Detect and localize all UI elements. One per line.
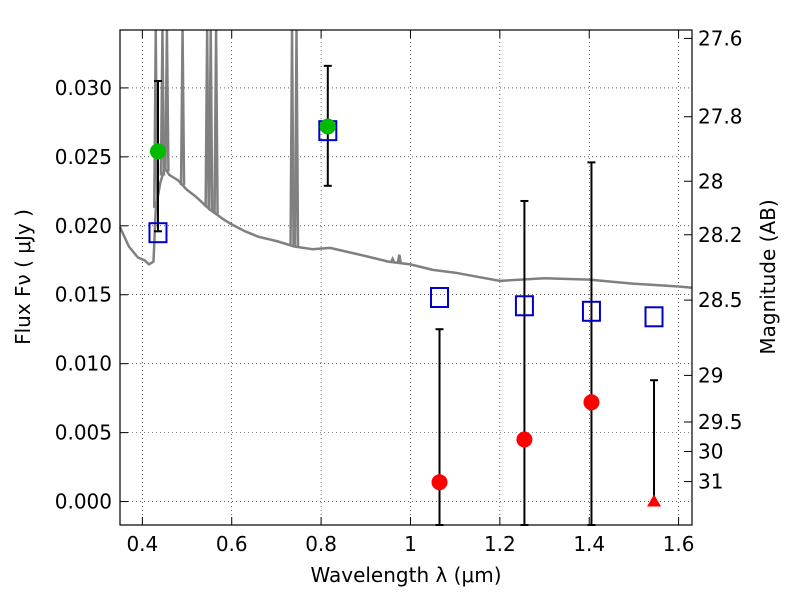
x-tick-label: 1: [404, 532, 417, 556]
y-tick-label: 0.000: [55, 490, 112, 514]
spectrum-line: [153, 29, 159, 208]
spectrum-line: [389, 255, 396, 263]
plot-frame: [119, 29, 693, 526]
y-tick-label: 0.015: [55, 283, 112, 307]
grid-lines: [120, 30, 692, 525]
data-points: [148, 64, 664, 526]
y-axis-title: Flux Fν ( μJy ): [11, 209, 35, 345]
y-tick-label: 0.020: [55, 214, 112, 238]
model-photometry-point: [514, 295, 534, 317]
spectrum-line: [204, 29, 210, 208]
y-tick-label: 0.030: [55, 76, 112, 100]
model-photometry-point: [644, 306, 664, 328]
model-photometry-point: [581, 300, 601, 322]
y2-tick-label: 29.5: [698, 410, 743, 434]
x-tick-label: 1.4: [573, 532, 605, 556]
photometry-point: [583, 394, 600, 411]
y-tick-label: 0.005: [55, 421, 112, 445]
y2-axis-title: Magnitude (AB): [756, 199, 780, 354]
x-tick-label: 1.2: [484, 532, 516, 556]
photometry-point: [431, 474, 448, 491]
photometry-point: [516, 431, 533, 448]
spectrum-line: [179, 29, 186, 186]
spectrum-line: [293, 29, 300, 247]
spectrum-line: [396, 254, 403, 264]
axis-ticks: 0.4 0.6 0.8 1 1.2 1.4 1.6 0.000 0.005 0.010 0.015 0…: [55, 26, 743, 556]
spectrum-line: [213, 29, 219, 215]
x-tick-label: 1.6: [663, 532, 695, 556]
y2-tick-label: 27.6: [698, 26, 743, 50]
y2-tick-label: 27.8: [698, 105, 743, 129]
upper-limit-point: [647, 494, 662, 507]
y2-tick-label: 28.5: [698, 288, 743, 312]
x-tick-label: 0.4: [126, 532, 158, 556]
y2-tick-label: 31: [698, 470, 723, 494]
photometry-point: [319, 118, 336, 135]
y-tick-label: 0.025: [55, 145, 112, 169]
spectrum-line: [289, 29, 295, 246]
x-tick-label: 0.8: [305, 532, 337, 556]
x-tick-label: 0.6: [216, 532, 248, 556]
y2-tick-label: 30: [698, 440, 723, 464]
y2-tick-label: 28: [698, 169, 723, 193]
y-tick-label: 0.010: [55, 352, 112, 376]
y2-tick-label: 28.2: [698, 223, 743, 247]
spectrum-continuum: [118, 166, 693, 290]
model-spectrum: [118, 29, 693, 290]
y2-tick-label: 29: [698, 363, 723, 387]
model-photometry-point: [430, 286, 450, 308]
model-photometry-point: [148, 222, 168, 244]
spectrum-line: [207, 29, 214, 211]
x-axis-title: Wavelength λ (μm): [310, 563, 501, 587]
photometry-point: [149, 143, 166, 160]
